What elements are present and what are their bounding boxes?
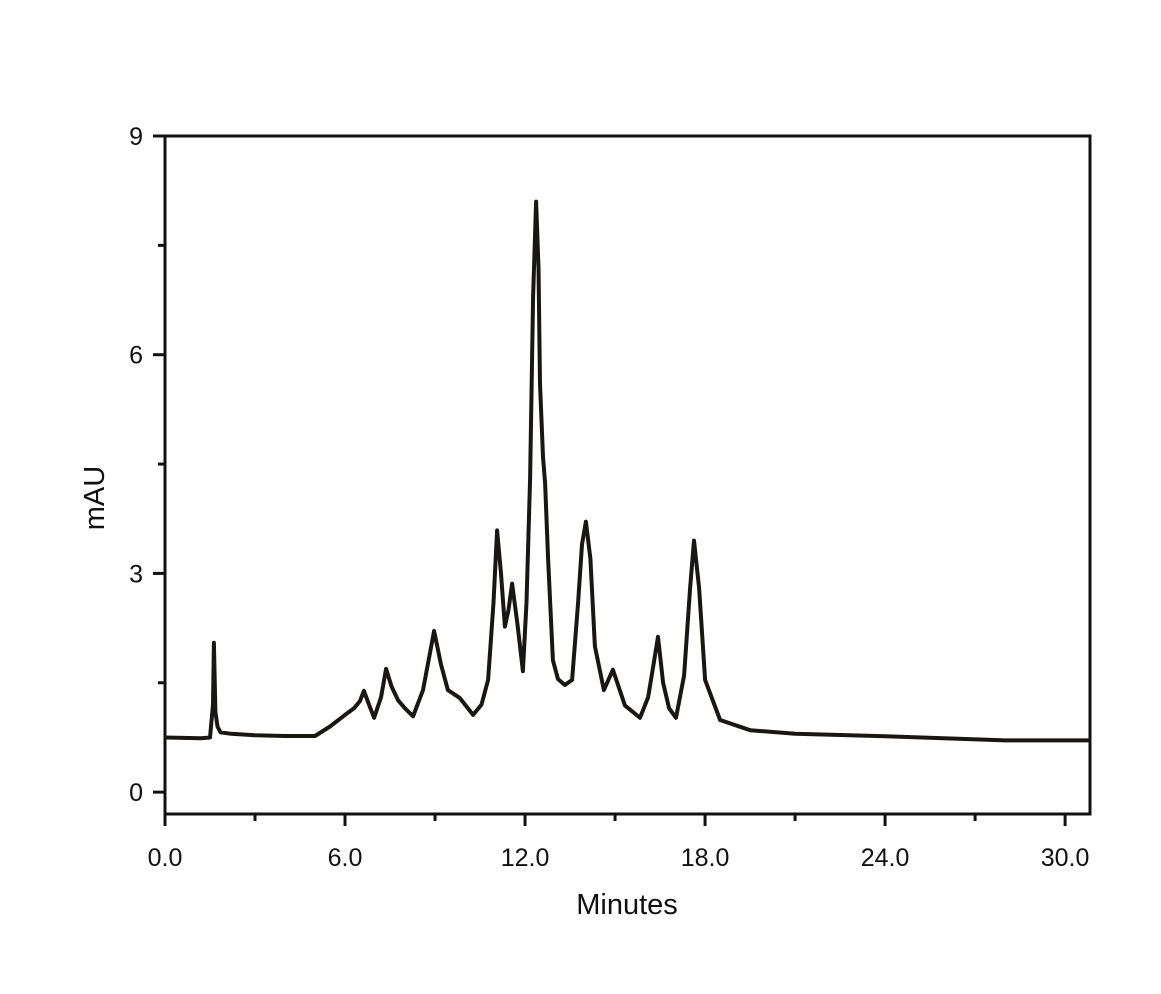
y-axis-title: mAU: [79, 466, 111, 530]
plot-frame: [163, 134, 1092, 816]
y-tick-label: 0: [129, 779, 143, 807]
x-tick-label: 24.0: [861, 844, 910, 872]
x-tick-label: 30.0: [1041, 844, 1090, 872]
axis-ticks: [153, 134, 1067, 826]
y-tick-label: 3: [129, 560, 143, 588]
y-tick-labels: 0 3 6 9: [129, 123, 143, 807]
x-tick-label: 12.0: [501, 844, 550, 872]
y-tick-label: 9: [129, 123, 143, 151]
x-axis-title: Minutes: [576, 889, 678, 921]
x-tick-label: 0.0: [148, 844, 183, 872]
x-tick-label: 6.0: [328, 844, 363, 872]
x-tick-labels: 0.0 6.0 12.0 18.0 24.0 30.0: [148, 844, 1090, 872]
y-tick-label: 6: [129, 342, 143, 370]
x-tick-label: 18.0: [681, 844, 730, 872]
chromatogram-trace: [164, 199, 1090, 743]
